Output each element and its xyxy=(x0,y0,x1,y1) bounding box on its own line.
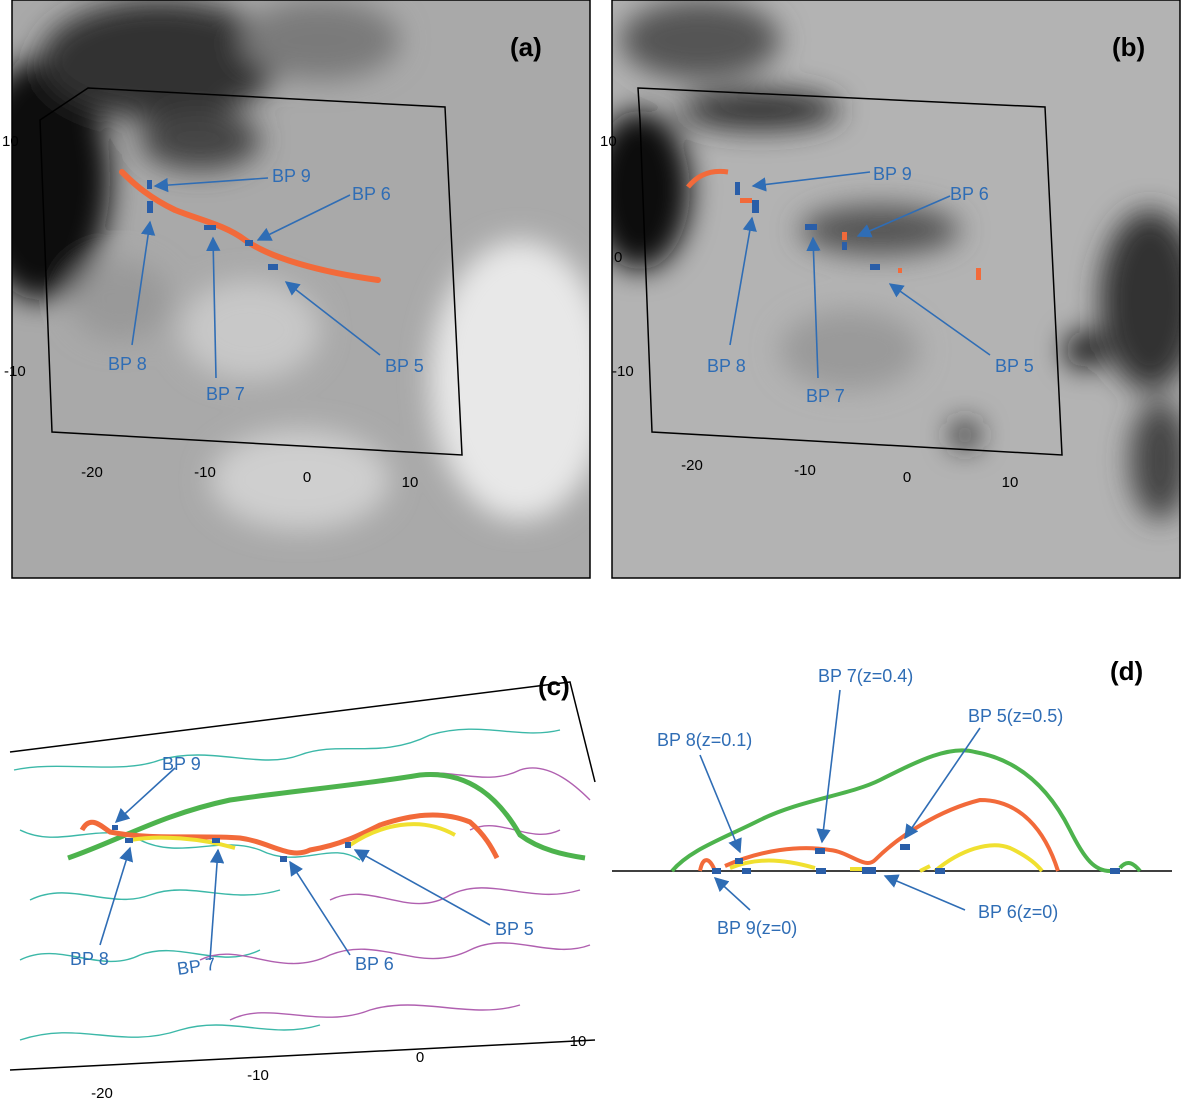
arrow xyxy=(100,848,130,945)
annotation: BP 5 xyxy=(495,919,534,939)
y-tick-label: 10 xyxy=(2,133,19,150)
annotation: BP 7(z=0.4) xyxy=(818,666,913,686)
annotation: BP 9 xyxy=(162,754,201,774)
x-tick-label: 0 xyxy=(416,1049,424,1066)
x-tick-label: 10 xyxy=(1002,474,1019,491)
y-tick-label: 0 xyxy=(614,249,622,266)
annotation: BP 8 xyxy=(707,356,746,376)
annotation: BP 9 xyxy=(873,164,912,184)
field-frame xyxy=(10,1040,595,1070)
y-tick-label: -10 xyxy=(612,363,634,380)
arrow xyxy=(822,690,840,842)
arrow xyxy=(715,878,750,910)
annotation: BP 5 xyxy=(385,356,424,376)
annotation: BP 6(z=0) xyxy=(978,902,1058,922)
x-tick-label: -20 xyxy=(81,464,103,481)
annotation: BP 5(z=0.5) xyxy=(968,706,1063,726)
x-tick-label: -10 xyxy=(247,1067,269,1084)
x-tick-label: 10 xyxy=(402,474,419,491)
annotation: BP 9(z=0) xyxy=(717,918,797,938)
figure: (a) BP 9 BP 6 BP 8 BP 7 BP 5 -20 -10 0 1… xyxy=(0,0,1182,1102)
field-line-green xyxy=(672,750,1140,871)
annotation: BP 6 xyxy=(352,184,391,204)
arrow xyxy=(355,850,490,925)
panel-a xyxy=(0,0,610,578)
x-tick-label: 0 xyxy=(303,469,311,486)
panel-b xyxy=(590,0,1182,578)
x-tick-label: 10 xyxy=(570,1033,587,1050)
annotation: BP 9 xyxy=(272,166,311,186)
x-tick-label: -10 xyxy=(794,462,816,479)
panel-label: (c) xyxy=(538,671,570,701)
panel-label: (d) xyxy=(1110,656,1143,686)
x-tick-label: -10 xyxy=(194,464,216,481)
contours xyxy=(14,729,590,1040)
arrow xyxy=(210,850,218,960)
arrow xyxy=(885,876,965,910)
arrow xyxy=(290,862,350,955)
panel-d xyxy=(612,750,1172,874)
annotation: BP 5 xyxy=(995,356,1034,376)
annotation: BP 6 xyxy=(355,954,394,974)
x-tick-label: -20 xyxy=(681,457,703,474)
panel-label: (a) xyxy=(510,32,542,62)
panel-c xyxy=(10,682,595,1070)
annotation: BP 8 xyxy=(108,354,147,374)
y-tick-label: 10 xyxy=(600,133,617,150)
arrow xyxy=(116,768,175,822)
annotation: BP 7 xyxy=(806,386,845,406)
annotation: BP 7 xyxy=(176,954,217,979)
x-tick-label: 0 xyxy=(903,469,911,486)
y-tick-label: -10 xyxy=(4,363,26,380)
annotation: BP 8 xyxy=(70,949,109,969)
annotation: BP 7 xyxy=(206,384,245,404)
annotation: BP 8(z=0.1) xyxy=(657,730,752,750)
annotation: BP 6 xyxy=(950,184,989,204)
arrow xyxy=(905,728,980,838)
panel-label: (b) xyxy=(1112,32,1145,62)
x-tick-label: -20 xyxy=(91,1085,113,1102)
